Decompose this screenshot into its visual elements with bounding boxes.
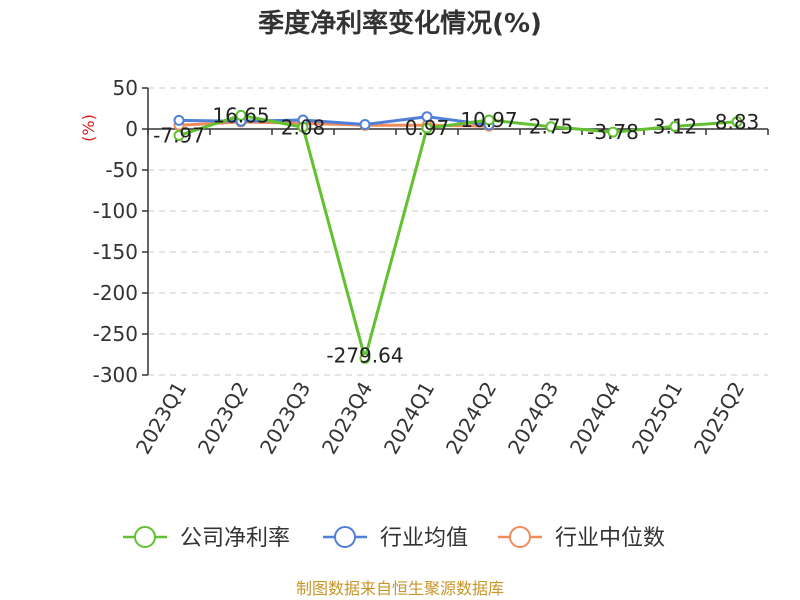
x-tick-label: 2024Q1 xyxy=(379,378,439,459)
legend-marker xyxy=(509,526,531,548)
legend-marker xyxy=(134,526,156,548)
data-point xyxy=(297,121,309,133)
chart-title: 季度净利率变化情况(%) xyxy=(258,8,542,39)
y-tick-label: -250 xyxy=(93,322,138,346)
data-point xyxy=(545,121,557,133)
data-label: 10.97 xyxy=(460,108,517,132)
data-label: 2.08 xyxy=(281,115,326,139)
data-label: -3.78 xyxy=(587,120,639,144)
series-line xyxy=(178,115,490,127)
x-tick-label: 2024Q2 xyxy=(441,378,501,459)
y-tick-label: -150 xyxy=(93,240,138,264)
y-tick-label: -200 xyxy=(93,281,138,305)
y-tick-labels: 50 0 -50 -100 -150 -200 -250 -300 xyxy=(93,76,138,387)
data-label: 8.83 xyxy=(715,110,760,134)
data-point xyxy=(421,111,433,123)
data-label: 0.97 xyxy=(405,116,450,140)
legend: 公司净利率 行业均值 行业中位数 xyxy=(123,526,665,551)
series-lines xyxy=(173,109,743,364)
data-point xyxy=(421,122,433,134)
y-tick-label: 0 xyxy=(125,117,138,141)
x-tick-label: 2023Q3 xyxy=(255,378,315,459)
data-label: 3.12 xyxy=(653,114,698,138)
data-label: -7.97 xyxy=(153,124,205,148)
y-tick-label: -300 xyxy=(93,363,138,387)
x-tick-label: 2023Q1 xyxy=(131,378,191,459)
y-tick-label: -50 xyxy=(105,158,138,182)
data-labels: -7.97 16.65 2.08 -279.64 0.97 10.97 2.75 -3.78 3… xyxy=(153,103,759,367)
data-point xyxy=(359,352,371,364)
source-note: 制图数据来自恒生聚源数据库 xyxy=(296,579,504,598)
data-point xyxy=(483,114,495,126)
x-tick-label: 2023Q2 xyxy=(193,378,253,459)
y-tick-label: -100 xyxy=(93,199,138,223)
x-tick-label: 2024Q4 xyxy=(565,378,625,459)
y-tick-label: 50 xyxy=(113,76,138,100)
data-point xyxy=(235,109,247,121)
data-label: -279.64 xyxy=(326,343,403,367)
legend-label: 行业均值 xyxy=(380,526,468,551)
data-point xyxy=(607,126,619,138)
legend-label: 行业中位数 xyxy=(555,526,665,551)
data-label: 2.75 xyxy=(529,115,574,139)
x-tick-labels: 2023Q1 2023Q2 2023Q3 2023Q4 2024Q1 2024Q2 2024… xyxy=(131,378,749,459)
x-tick-label: 2025Q2 xyxy=(689,378,749,459)
x-tick-label: 2024Q3 xyxy=(503,378,563,459)
series-line xyxy=(178,113,738,360)
data-point xyxy=(173,130,185,142)
y-axis-label: (%) xyxy=(79,114,98,142)
x-tick-label: 2023Q4 xyxy=(317,378,377,459)
data-point xyxy=(359,118,371,130)
data-label: 16.65 xyxy=(212,103,269,127)
x-tick-label: 2025Q1 xyxy=(627,378,687,459)
data-point xyxy=(173,114,185,126)
data-point xyxy=(731,116,743,128)
legend-marker xyxy=(334,526,356,548)
grid-lines xyxy=(148,87,768,376)
legend-label: 公司净利率 xyxy=(180,526,290,551)
data-point xyxy=(669,120,681,132)
